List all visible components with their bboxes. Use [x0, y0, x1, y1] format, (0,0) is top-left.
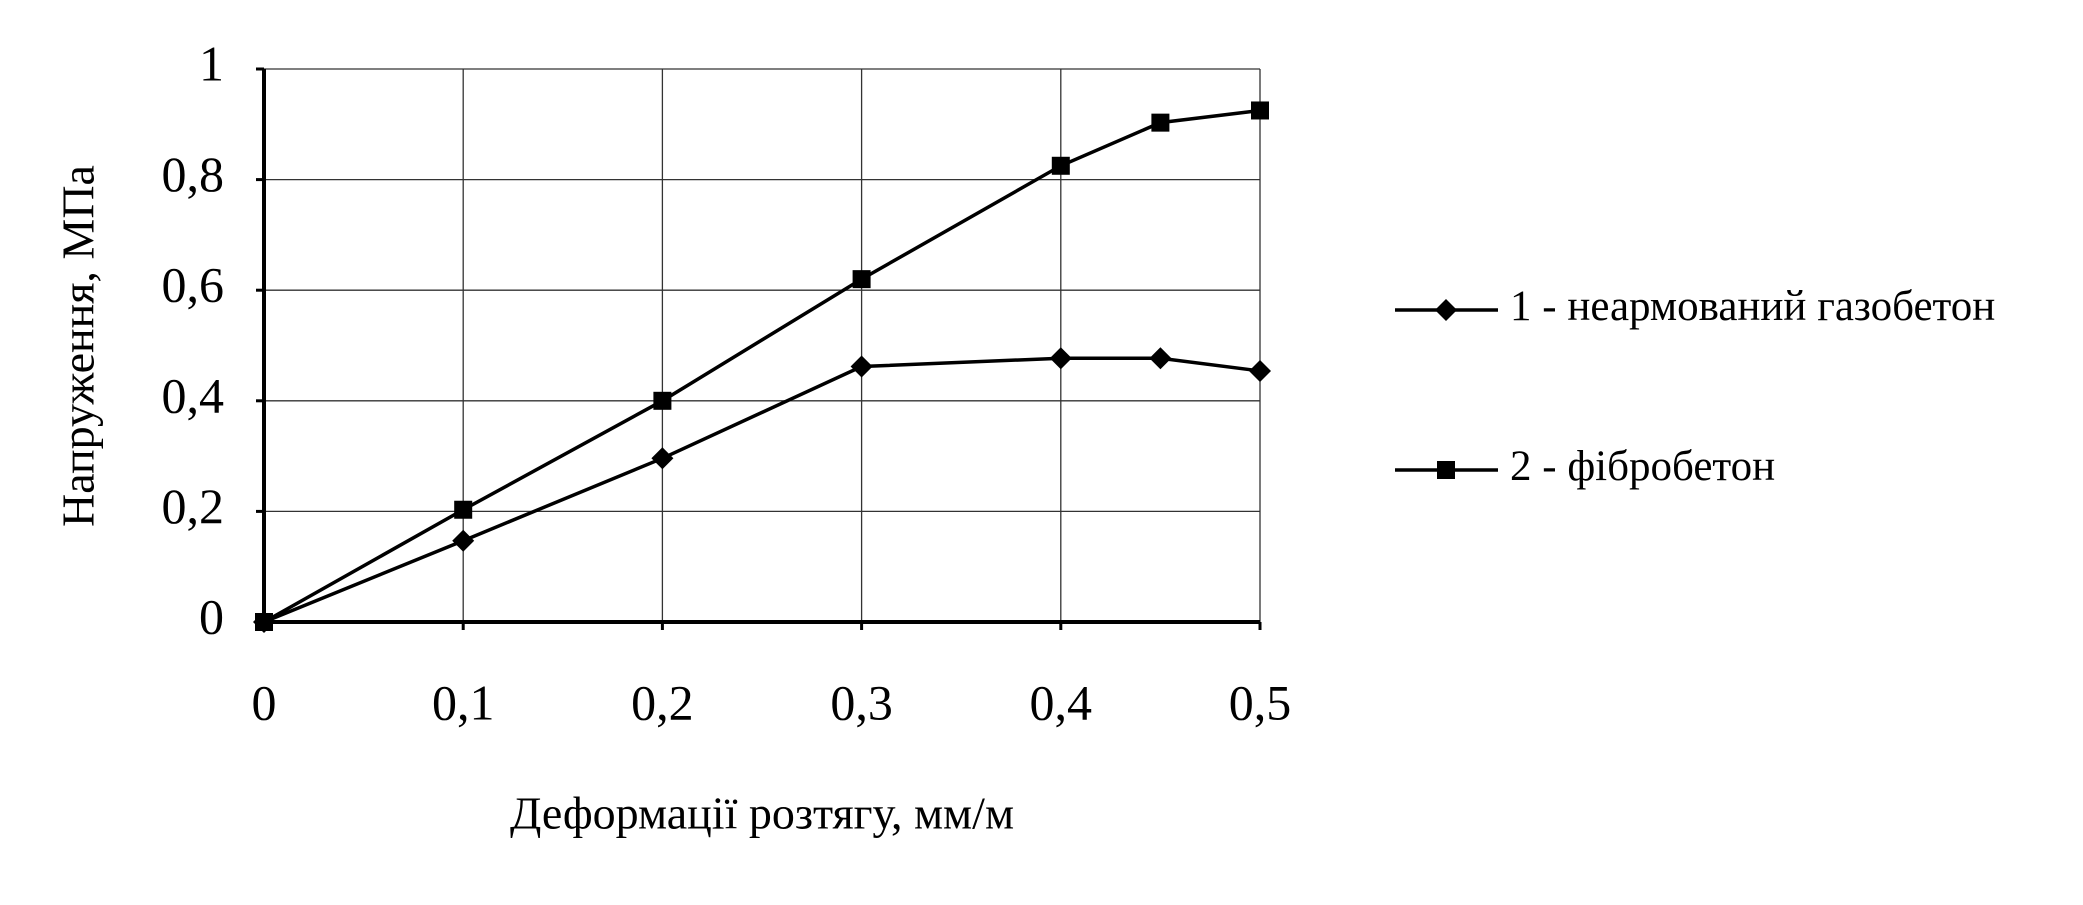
- legend-marker: [1435, 299, 1457, 321]
- data-point: [651, 447, 674, 470]
- y-tick-label: 0,8: [162, 146, 225, 202]
- data-point: [1251, 101, 1269, 120]
- y-axis-title: Напруження, МПа: [53, 165, 104, 527]
- data-point: [850, 355, 873, 378]
- x-tick-label: 0,5: [1229, 674, 1292, 730]
- data-point: [1051, 156, 1070, 175]
- y-tick-label: 1: [199, 35, 224, 91]
- y-tick-label: 0,4: [162, 367, 225, 423]
- data-point: [1149, 347, 1172, 370]
- data-point: [1049, 347, 1072, 370]
- data-point: [452, 529, 475, 552]
- y-tick-label: 0: [199, 588, 224, 644]
- data-point: [852, 270, 871, 289]
- legend-marker: [1437, 461, 1455, 479]
- data-point: [255, 613, 273, 631]
- x-tick-label: 0,2: [631, 674, 694, 730]
- x-axis-title: Деформації розтягу, мм/м: [510, 788, 1014, 839]
- series-line: [263, 108, 1261, 624]
- x-tick-label: 0,1: [432, 674, 495, 730]
- legend-label: 1 - неармований газобетон: [1510, 283, 1995, 330]
- data-point: [1151, 113, 1170, 132]
- y-tick-label: 0,6: [162, 257, 225, 313]
- x-tick-label: 0,3: [830, 674, 893, 730]
- y-tick-label: 0,2: [162, 478, 225, 534]
- series-line: [263, 356, 1261, 624]
- x-tick-label: 0: [252, 674, 277, 730]
- x-tick-label: 0,4: [1030, 674, 1093, 730]
- legend-label: 2 - фібробетон: [1510, 443, 1775, 490]
- data-point: [1249, 359, 1271, 382]
- data-point: [653, 391, 672, 410]
- data-point: [454, 500, 473, 519]
